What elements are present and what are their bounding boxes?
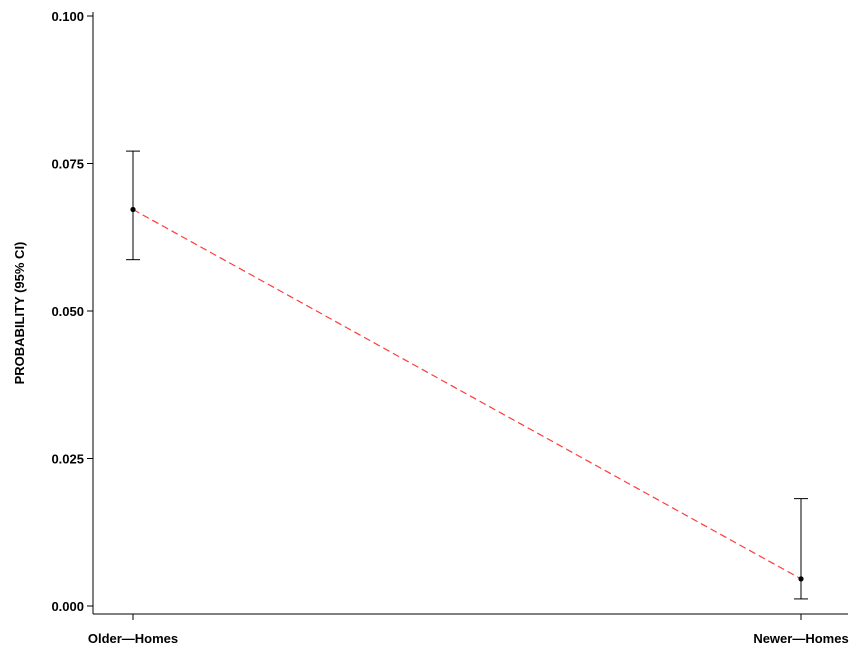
error-bar: [794, 498, 808, 600]
plot-area: [126, 150, 808, 600]
error-bar: [126, 150, 140, 261]
data-point: [798, 576, 804, 582]
y-tick-label: 0.050: [51, 304, 84, 319]
x-tick-label: Older—Homes: [88, 631, 178, 646]
y-tick-label: 0.025: [51, 452, 84, 467]
series-line: [132, 208, 802, 580]
y-axis-ticks: 0.000 0.025 0.050 0.075 0.100: [51, 9, 93, 614]
y-tick-label: 0.100: [51, 9, 84, 24]
x-tick-label: Newer—Homes: [753, 631, 848, 646]
y-axis-label: PROBABILITY (95% CI): [12, 242, 27, 385]
x-axis-ticks: Older—Homes Newer—Homes: [88, 614, 849, 646]
y-tick-label: 0.075: [51, 157, 84, 172]
y-tick-label: 0.000: [51, 599, 84, 614]
data-point: [130, 206, 136, 213]
